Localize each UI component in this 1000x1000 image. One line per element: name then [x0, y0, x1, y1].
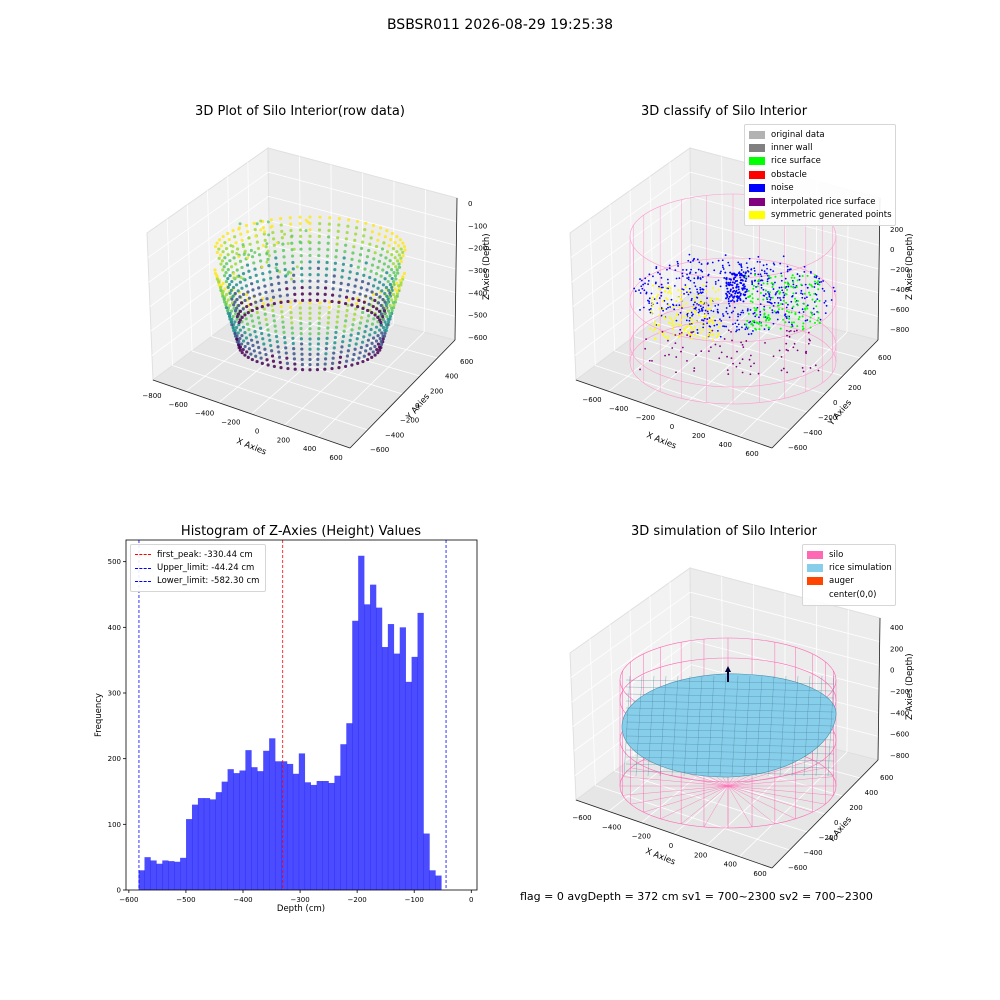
p1-x-tick: −400: [195, 410, 214, 418]
legend-entry: Upper_limit: -44.24 cm: [135, 561, 261, 574]
p1-y-tick: −400: [385, 431, 404, 439]
p1-z-tick: −200: [468, 245, 487, 253]
legend-swatch: [807, 591, 823, 599]
p1-y-tick: −600: [370, 446, 389, 454]
legend-entry: interpolated rice surface: [749, 195, 891, 208]
legend-label: center(0,0): [829, 589, 877, 600]
legend-line: [135, 580, 151, 582]
p1-x-tick: −800: [142, 392, 161, 400]
p1-x-tick: 400: [303, 445, 316, 453]
legend-swatch: [749, 157, 765, 166]
panel2-title: 3D classify of Silo Interior: [640, 104, 808, 119]
legend-label: rice simulation: [829, 563, 892, 574]
panel1-xlabel: X Axies: [235, 437, 268, 458]
p1-y-tick: 0: [415, 402, 419, 410]
p1-z-tick: −400: [468, 289, 487, 297]
p1-z-tick: −100: [468, 222, 487, 230]
p1-x-tick: −200: [221, 419, 240, 427]
legend-label: auger: [829, 576, 854, 587]
legend-entry: silo: [807, 548, 891, 561]
legend-swatch: [807, 564, 823, 573]
p1-y-tick: 200: [430, 387, 443, 395]
legend-entry: noise: [749, 182, 891, 195]
legend-swatch: [749, 211, 765, 220]
legend-swatch: [749, 170, 765, 179]
legend-entry: center(0,0): [807, 588, 891, 601]
panel1-tick-labels: −800−600−400−20002004006006004002000−200…: [142, 200, 487, 462]
legend-entry: symmetric generated points: [749, 208, 892, 221]
legend-label: first_peak: -330.44 cm: [157, 549, 253, 560]
figure-title: BSBSR011 2026-08-29 19:25:38: [386, 17, 614, 33]
legend-label: interpolated rice surface: [771, 196, 876, 207]
legend-entry: auger: [807, 575, 891, 588]
legend-entry: obstacle: [749, 168, 891, 181]
legend-entry: rice surface: [749, 155, 891, 168]
status-footer: flag = 0 avgDepth = 372 cm sv1 = 700~230…: [520, 890, 873, 903]
legend-entry: rice simulation: [807, 561, 892, 574]
legend-label: silo: [829, 549, 844, 560]
legend-swatch: [749, 197, 765, 206]
p1-z-tick: 0: [468, 200, 472, 208]
panel4-legend: silo rice simulation auger center(0,0): [802, 544, 896, 606]
histogram-legend: first_peak: -330.44 cm Upper_limit: -44.2…: [130, 544, 266, 593]
legend-label: Upper_limit: -44.24 cm: [157, 563, 255, 574]
p1-z-tick: −600: [468, 334, 487, 342]
legend-entry: original data: [749, 128, 891, 141]
p1-y-tick: 400: [445, 373, 458, 381]
legend-line: [135, 554, 151, 556]
legend-entry: first_peak: -330.44 cm: [135, 548, 261, 561]
legend-swatch: [749, 130, 765, 139]
p1-y-tick: 600: [460, 358, 473, 366]
p1-x-tick: 0: [255, 427, 259, 435]
legend-swatch: [749, 184, 765, 193]
panel1-box: [146, 147, 458, 449]
legend-label: inner wall: [771, 143, 813, 154]
p1-x-tick: 600: [329, 454, 342, 462]
panel1-point-cloud: [213, 215, 407, 372]
legend-label: Lower_limit: -582.30 cm: [157, 576, 260, 587]
panel1-zlabel: Z Axies (Depth): [482, 233, 492, 300]
legend-label: obstacle: [771, 169, 807, 180]
p1-x-tick: 200: [277, 436, 290, 444]
legend-label: noise: [771, 183, 794, 194]
legend-swatch: [807, 550, 823, 559]
legend-label: rice surface: [771, 156, 821, 167]
p1-y-tick: −200: [400, 417, 419, 425]
p1-x-tick: −600: [169, 401, 188, 409]
legend-label: original data: [771, 129, 825, 140]
panel2-legend: original data inner wall rice surface obsta…: [744, 124, 896, 226]
panel1-title: 3D Plot of Silo Interior(row data): [195, 104, 405, 119]
p1-z-tick: −300: [468, 267, 487, 275]
legend-line: [135, 567, 151, 569]
legend-swatch: [749, 144, 765, 153]
legend-swatch: [807, 577, 823, 586]
p1-z-tick: −500: [468, 312, 487, 320]
legend-entry: Lower_limit: -582.30 cm: [135, 575, 261, 588]
panel4-title: 3D simulation of Silo Interior: [631, 524, 817, 539]
legend-label: symmetric generated points: [771, 210, 892, 221]
legend-entry: inner wall: [749, 141, 891, 154]
histogram-title: Histogram of Z-Axies (Height) Values: [180, 524, 422, 539]
